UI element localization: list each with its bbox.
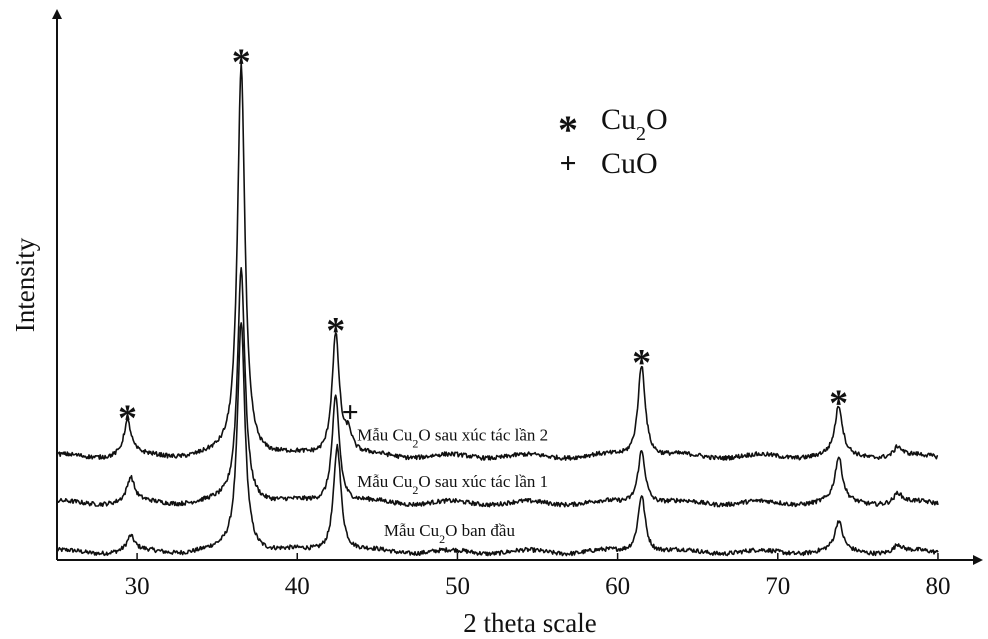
series-label-2: Mẫu Cu2O sau xúc tác lần 1 [357,472,548,497]
xrd-trace-2 [56,267,939,508]
series-labels: Mẫu Cu2O ban đầu Mẫu Cu2O sau xúc tác lần… [357,425,548,546]
cu2o-peak-marker: * [232,42,251,84]
cu2o-peak-marker: * [118,397,137,439]
legend-symbol: + [559,147,576,180]
x-tick-label: 30 [125,573,150,600]
cu2o-peak-marker: * [829,382,848,424]
xrd-traces [56,62,939,557]
x-tick-label: 60 [605,573,630,600]
x-tick-label: 50 [445,573,470,600]
x-tick-label: 40 [285,573,310,600]
x-ticks: 30 40 50 60 70 80 [125,553,950,600]
xrd-trace-3 [56,62,939,461]
xrd-trace-1 [56,322,939,557]
series-label-3: Mẫu Cu2O sau xúc tác lần 2 [357,425,548,450]
x-axis-label: 2 theta scale [463,608,596,638]
y-axis-label: Intensity [10,237,40,332]
x-tick-label: 70 [765,573,790,600]
x-tick-label: 80 [925,573,950,600]
cu2o-peak-marker: * [326,310,345,352]
legend-symbol: * [558,107,578,152]
cu2o-peak-marker: * [632,342,651,384]
peak-markers: ***+** [118,42,848,440]
legend-label: Cu2O [601,103,668,145]
legend: * Cu2O + CuO [558,103,668,180]
series-label-1: Mẫu Cu2O ban đầu [384,521,516,546]
legend-label: CuO [601,147,658,180]
cuo-peak-marker: + [342,396,359,429]
